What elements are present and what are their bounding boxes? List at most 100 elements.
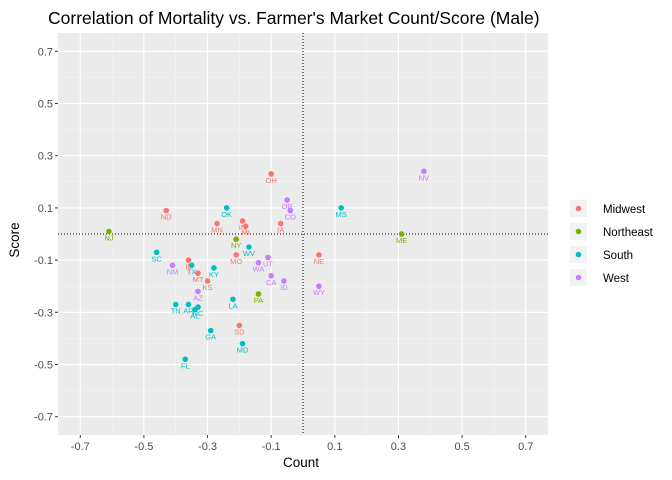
point-label: KS [203,283,213,292]
data-point [287,207,294,214]
x-tick-label: 0.1 [327,441,342,453]
chart-title: Correlation of Mortality vs. Farmer's Ma… [48,8,540,28]
data-point [172,301,179,308]
point-label: OR [281,202,293,211]
data-point [265,254,271,261]
data-point [185,301,192,308]
data-point [236,322,243,329]
data-point [316,283,322,290]
major-gridlines [58,33,548,435]
data-point [106,228,112,235]
x-tick-label: -0.3 [198,441,217,453]
point-label: MS [336,210,347,219]
point-label: WA [253,265,265,274]
data-point [185,257,192,263]
data-points [106,168,427,363]
data-point [223,205,230,211]
data-point [169,262,176,269]
x-axis-title: Count [283,455,319,470]
point-label: OK [221,210,232,219]
legend-label: Midwest [603,204,646,216]
data-point [195,288,201,295]
x-tick-label: 0.3 [391,441,406,453]
x-tick-label: -0.1 [262,441,281,453]
x-tick-label: -0.7 [71,441,90,453]
legend-swatch [575,228,582,235]
data-point [233,236,239,243]
data-point [316,252,322,258]
y-tick-label: -0.3 [34,307,53,319]
data-point [230,296,236,303]
point-label: NC [193,309,204,318]
data-point [188,262,195,269]
data-point [207,327,214,334]
data-point [246,244,252,250]
point-label: AR [183,306,194,315]
data-point [281,278,287,284]
x-axis: -0.7 -0.5 -0.3 -0.1 0.1 0.3 0.5 0.7 [71,435,533,453]
data-point [242,223,249,229]
data-point [277,220,284,227]
point-label: LA [228,301,237,310]
data-point [398,231,405,237]
point-label: TX [187,267,197,276]
y-axis: -0.7 -0.5 -0.3 -0.1 0.1 0.3 0.5 0.7 [34,46,58,424]
point-label: ND [161,213,172,222]
point-label: CO [285,213,296,222]
point-label: NJ [104,233,113,242]
legend: Midwest Northeast South West [570,200,654,286]
point-label: GA [205,333,216,342]
data-point [239,340,246,347]
point-label: NY [231,241,241,250]
x-tick-label: 0.5 [454,441,469,453]
point-label: WV [243,249,255,258]
point-label: AZ [193,293,203,302]
point-label: WY [313,288,325,297]
legend-label: Northeast [603,227,654,239]
y-tick-label: 0.3 [38,151,53,163]
point-label: AL [190,312,199,321]
legend-label: South [603,250,633,262]
point-label: MO [230,257,242,266]
data-point [182,356,189,363]
data-point [192,306,198,313]
point-label: KY [209,270,219,279]
legend-swatch [575,205,582,212]
data-point [239,218,246,224]
point-label: SD [234,327,245,336]
point-label: MT [193,275,204,284]
y-axis-title: Score [7,222,22,257]
point-label: PA [254,296,263,305]
data-point [233,252,239,258]
point-label: FL [181,361,190,370]
data-point [255,291,262,297]
x-tick-label: 0.7 [518,441,533,453]
y-tick-label: -0.7 [34,412,53,424]
data-point [211,265,217,271]
y-tick-label: 0.1 [38,203,53,215]
point-label: OH [266,176,277,185]
x-tick-label: -0.5 [134,441,153,453]
data-point [268,272,274,279]
point-label: NE [314,257,324,266]
data-point [204,278,211,284]
y-tick-label: 0.5 [38,98,53,110]
data-point [214,220,220,227]
data-point [195,270,201,276]
point-label: TN [171,306,181,315]
data-point [338,205,344,211]
point-label: NV [419,173,429,182]
point-label: UT [263,259,273,268]
data-point [268,171,274,177]
point-label: MI [242,228,250,237]
point-label: CA [266,278,276,287]
data-point [421,168,427,175]
legend-swatch [575,274,582,281]
point-label: MD [237,346,249,355]
data-point [153,249,160,256]
point-label: ID [280,283,288,292]
reference-lines [58,33,548,435]
y-tick-label: 0.7 [38,46,53,58]
